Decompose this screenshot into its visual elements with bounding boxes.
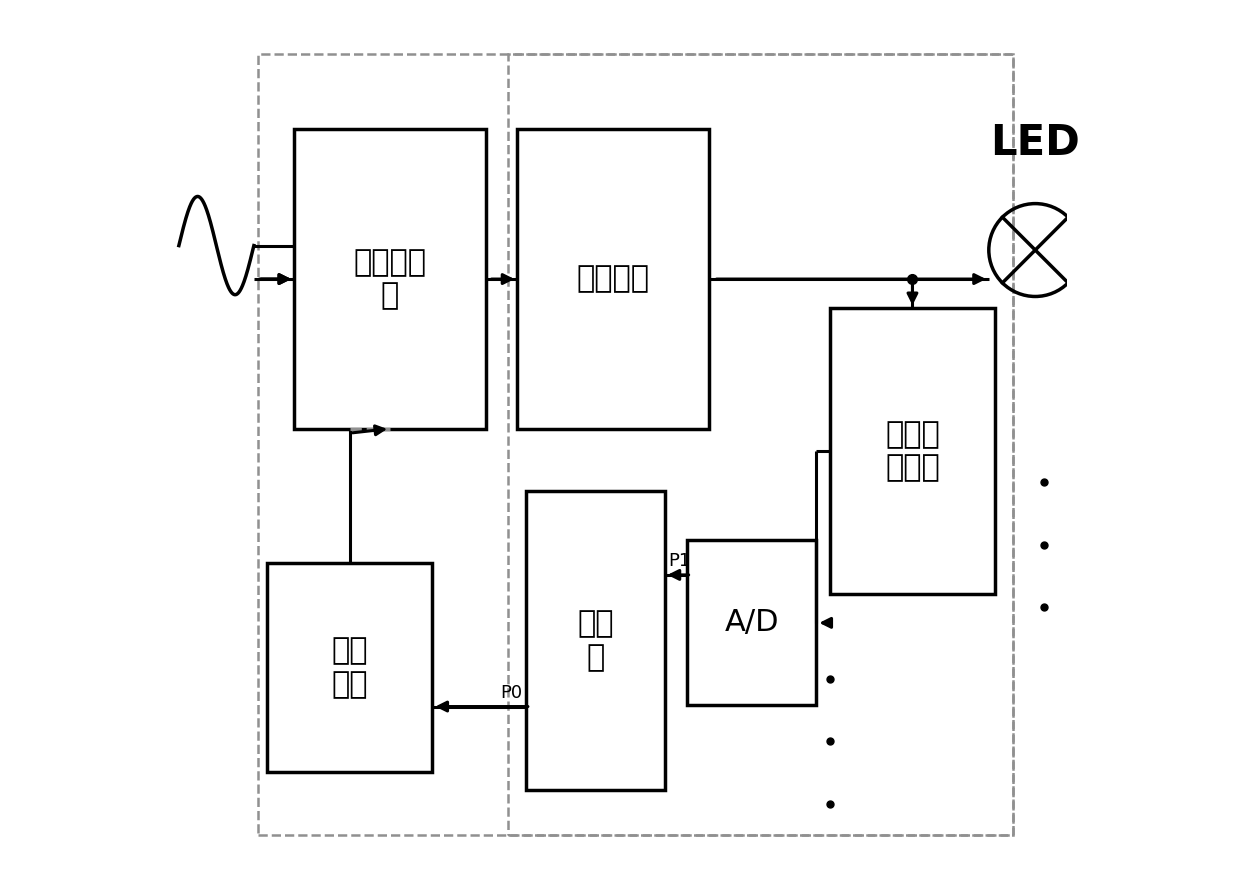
Text: LED: LED: [991, 121, 1080, 164]
Bar: [526, 491, 665, 790]
Text: 电压采
集电路: 电压采 集电路: [885, 420, 940, 482]
Bar: [258, 54, 1013, 835]
Bar: [294, 129, 486, 429]
Bar: [687, 540, 816, 705]
Bar: [517, 129, 709, 429]
Bar: [830, 308, 994, 594]
Text: A/D: A/D: [724, 608, 779, 638]
Text: 驱动
电路: 驱动 电路: [331, 636, 368, 699]
Text: 单片
机: 单片 机: [577, 609, 614, 672]
Bar: [508, 54, 1013, 835]
Text: 整流电路: 整流电路: [577, 264, 650, 294]
Text: P0: P0: [501, 684, 523, 702]
Text: 交流接触
器: 交流接触 器: [353, 247, 427, 311]
Text: P1: P1: [668, 553, 691, 571]
Bar: [268, 563, 433, 772]
